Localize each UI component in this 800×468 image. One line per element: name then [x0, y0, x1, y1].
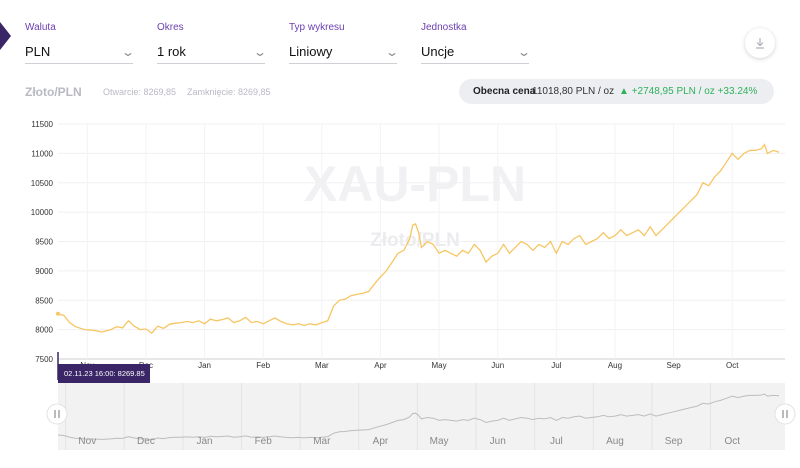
y-tick-label: 7500 — [35, 355, 53, 364]
watermark-pair: XAU-PLN — [304, 156, 526, 212]
navigator-labels: Nov Dec Jan Feb Mar Apr May Jun Jul Aug Sep Oct — [78, 436, 740, 447]
watermark-subtitle: Złoto/PLN — [370, 230, 460, 251]
currency-select-value: PLN — [25, 44, 51, 59]
price-line — [57, 143, 780, 334]
x-tick-label: Mar — [315, 361, 329, 370]
period-filter[interactable]: Okres 1 rok ⌄ — [157, 22, 267, 64]
current-price-value: 11018,80 PLN / oz — [532, 86, 615, 97]
navigator-tick-label: Mar — [313, 436, 331, 447]
chevron-down-icon: ⌄ — [252, 45, 268, 59]
y-tick-label: 8000 — [35, 326, 53, 335]
chevron-down-icon: ⌄ — [516, 45, 532, 59]
x-tick-label: Jul — [551, 361, 561, 370]
y-tick-label: 10000 — [31, 208, 54, 217]
price-change-value: +2748,95 PLN / oz +33.24% — [631, 86, 758, 97]
navigator-tick-label: May — [430, 436, 449, 447]
period-filter-label: Okres — [157, 22, 184, 33]
tooltip: 02.11.23 16:00: 8269.85 — [58, 364, 150, 383]
x-tick-label: Sep — [666, 361, 681, 370]
unit-select-value: Uncje — [421, 44, 455, 59]
navigator-tick-label: Nov — [78, 436, 96, 447]
y-tick-label: 10500 — [31, 179, 54, 188]
navigator-tick-label: Sep — [665, 436, 683, 447]
collapse-arrow-icon[interactable] — [0, 22, 11, 50]
grip-handle-icon — [54, 410, 60, 418]
currency-select[interactable]: PLN ⌄ — [25, 42, 136, 64]
navigator-tick-label: Aug — [606, 436, 624, 447]
pair-title: Złoto/PLN — [25, 85, 82, 99]
grip-handle-icon — [782, 410, 788, 418]
navigator-handle-left[interactable] — [46, 403, 68, 425]
navigator-grid — [65, 383, 712, 450]
chart-type-select-value: Liniowy — [289, 44, 333, 59]
y-tick-label: 9500 — [35, 238, 53, 247]
download-icon — [756, 38, 764, 49]
navigator-background — [58, 383, 785, 450]
navigator-tick-label: Jun — [490, 436, 506, 447]
chart-type-filter-label: Typ wykresu — [289, 22, 345, 33]
download-button[interactable] — [745, 28, 775, 58]
y-tick-label: 8500 — [35, 296, 53, 305]
unit-filter-label: Jednostka — [421, 22, 467, 33]
unit-select[interactable]: Uncje ⌄ — [421, 42, 532, 64]
current-price-badge: Obecna cena 11018,80 PLN / oz ▲ +2748,95… — [459, 79, 774, 104]
current-price-label: Obecna cena — [473, 86, 536, 97]
navigator-tick-label: Apr — [373, 436, 389, 447]
y-tick-label: 9000 — [35, 267, 53, 276]
x-tick-label: May — [432, 361, 447, 370]
period-select[interactable]: 1 rok ⌄ — [157, 42, 268, 64]
currency-filter[interactable]: Waluta PLN ⌄ — [25, 22, 135, 64]
x-tick-label: Aug — [608, 361, 622, 370]
navigator-tick-label: Jan — [197, 436, 213, 447]
y-axis-labels: 7500 8000 8500 9000 9500 10000 10500 11000 11500 — [31, 120, 54, 364]
chevron-down-icon: ⌄ — [120, 45, 136, 59]
navigator-tick-label: Oct — [724, 436, 740, 447]
currency-filter-label: Waluta — [25, 22, 56, 33]
period-select-value: 1 rok — [157, 44, 186, 59]
x-tick-label: Jun — [491, 361, 504, 370]
chevron-down-icon: ⌄ — [384, 45, 400, 59]
navigator-handle-right[interactable] — [774, 403, 796, 425]
navigator-tick-label: Feb — [255, 436, 273, 447]
y-tick-label: 11000 — [31, 149, 53, 158]
navigator-tick-label: Jul — [550, 436, 563, 447]
navigator-line — [57, 393, 780, 441]
chart-type-select[interactable]: Liniowy ⌄ — [289, 42, 400, 64]
chart-type-filter[interactable]: Typ wykresu Liniowy ⌄ — [289, 22, 399, 64]
unit-filter[interactable]: Jednostka Uncje ⌄ — [421, 22, 531, 64]
close-value: Zamknięcie: 8269,85 — [187, 87, 271, 97]
price-change: ▲ +2748,95 PLN / oz +33.24% — [619, 86, 758, 97]
x-tick-label: Feb — [256, 361, 270, 370]
x-tick-label: Jan — [198, 361, 211, 370]
navigator[interactable]: Nov Dec Jan Feb Mar Apr May Jun Jul Aug Sep Oct — [46, 383, 796, 450]
chart-grid — [58, 123, 785, 360]
open-value: Otwarcie: 8269,85 — [103, 87, 177, 97]
x-tick-label: Apr — [374, 361, 387, 370]
tooltip-text: 02.11.23 16:00: 8269.85 — [64, 369, 145, 378]
x-tick-label: Oct — [726, 361, 739, 370]
start-point — [56, 311, 60, 316]
navigator-tick-label: Dec — [137, 436, 155, 447]
y-tick-label: 11500 — [31, 120, 53, 129]
